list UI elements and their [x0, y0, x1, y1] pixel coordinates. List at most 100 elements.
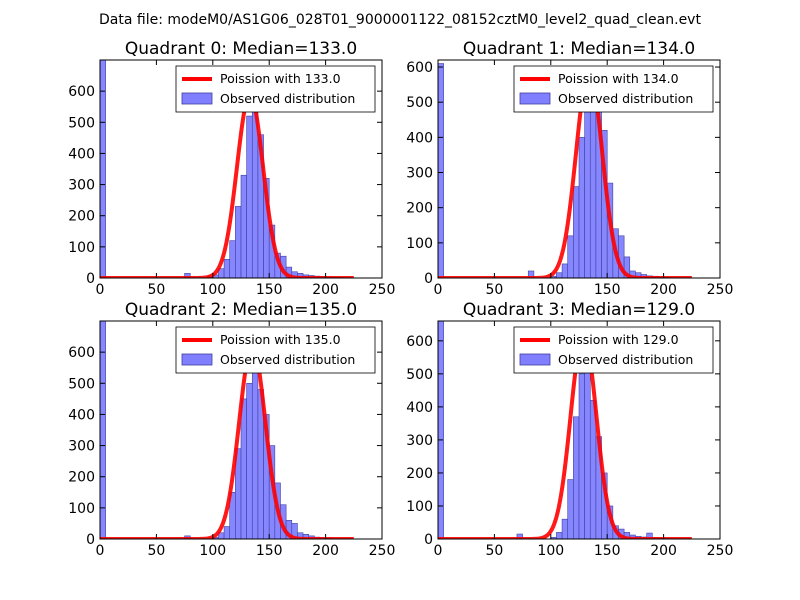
- y-tick-label: 200: [406, 466, 433, 482]
- quadrant-3-title: Quadrant 3: Median=129.0: [463, 300, 695, 320]
- y-tick-label: 500: [406, 367, 433, 383]
- histogram-bar: [100, 60, 106, 278]
- histogram-bar: [556, 532, 563, 539]
- legend-label-observed: Observed distribution: [558, 91, 693, 106]
- plot-area: [100, 60, 355, 278]
- histogram-bar: [646, 532, 653, 539]
- y-tick-label: 0: [86, 532, 95, 548]
- histogram-bar: [438, 321, 444, 539]
- x-tick-label: 150: [594, 282, 621, 298]
- x-tick-label: 200: [650, 282, 677, 298]
- y-tick-label: 200: [68, 470, 95, 486]
- histogram-bar: [527, 270, 535, 278]
- legend-label-poisson: Poission with 134.0: [558, 71, 679, 86]
- y-tick-label: 600: [406, 60, 433, 76]
- y-tick-label: 500: [68, 376, 95, 392]
- legend-label-poisson: Poission with 129.0: [558, 332, 679, 347]
- x-tick-label: 0: [434, 543, 443, 559]
- histogram-bar: [100, 321, 106, 539]
- y-tick-label: 0: [86, 271, 95, 287]
- histogram-bar: [556, 272, 563, 278]
- y-tick-label: 600: [68, 84, 95, 100]
- figure-suptitle: Data file: modeM0/AS1G06_028T01_90000011…: [99, 12, 701, 28]
- plot-frame: [437, 320, 721, 540]
- histogram-bar: [184, 273, 191, 278]
- y-tick-label: 300: [406, 166, 433, 182]
- legend-bar-swatch: [519, 92, 551, 105]
- y-tick-label: 400: [68, 407, 95, 423]
- x-tick-label: 150: [594, 543, 621, 559]
- x-tick-label: 50: [147, 543, 165, 559]
- x-tick-label: 150: [256, 282, 283, 298]
- legend-box: [513, 65, 714, 113]
- y-tick-label: 300: [68, 439, 95, 455]
- x-tick-label: 100: [537, 282, 564, 298]
- quadrant-0-plot: Quadrant 0: Median=133.0 0 50 100 150 200 250 0…: [68, 39, 395, 298]
- quadrant-2-title: Quadrant 2: Median=135.0: [125, 300, 357, 320]
- poisson-curve: [100, 343, 355, 539]
- quadrant-2-plot: Quadrant 2: Median=135.0 0 50 100 150 200 250 0…: [68, 300, 395, 559]
- x-tick-label: 50: [147, 282, 165, 298]
- legend-label-observed: Observed distribution: [558, 352, 693, 367]
- y-tick-label: 300: [68, 178, 95, 194]
- legend: Poission with 134.0 Observed distribution: [513, 65, 714, 113]
- histogram-bar: [235, 206, 242, 278]
- histogram-bar: [251, 109, 259, 278]
- y-tick-label: 100: [406, 499, 433, 515]
- x-tick-label: 250: [707, 543, 734, 559]
- poisson-curve: [438, 332, 693, 539]
- plot-area: [438, 321, 693, 539]
- y-tick-label: 100: [68, 501, 95, 517]
- legend-label-poisson: Poission with 135.0: [220, 332, 341, 347]
- legend: Poission with 133.0 Observed distribution: [175, 65, 376, 113]
- x-tick-label: 0: [96, 543, 105, 559]
- histogram-bar: [240, 174, 247, 278]
- histogram-bar: [623, 256, 631, 278]
- histogram-bar: [573, 186, 580, 278]
- y-tick-label: 0: [424, 532, 433, 548]
- x-tick-label: 250: [369, 282, 396, 298]
- x-tick-label: 100: [537, 543, 564, 559]
- x-tick-label: 0: [96, 282, 105, 298]
- x-tick-label: 250: [707, 282, 734, 298]
- y-tick-label: 0: [424, 271, 433, 287]
- y-tick-label: 200: [68, 209, 95, 225]
- y-tick-label: 100: [406, 236, 433, 252]
- plot-frame: [437, 59, 721, 279]
- y-tick-label: 600: [406, 334, 433, 350]
- histogram-bar: [567, 235, 574, 278]
- histogram-bar: [246, 382, 253, 539]
- histogram-bar: [438, 63, 444, 278]
- y-tick-label: 300: [406, 433, 433, 449]
- x-tick-label: 150: [256, 543, 283, 559]
- x-tick-label: 200: [312, 543, 339, 559]
- histogram-bar: [561, 518, 569, 539]
- y-tick-label: 100: [68, 240, 95, 256]
- y-tick-label: 500: [406, 95, 433, 111]
- y-tick-label: 200: [406, 201, 433, 217]
- histogram-bar: [240, 398, 247, 539]
- legend-label-poisson: Poission with 133.0: [220, 71, 341, 86]
- histogram-bar: [223, 526, 231, 539]
- y-tick-label: 400: [406, 130, 433, 146]
- legend: Poission with 135.0 Observed distribution: [175, 326, 376, 374]
- histogram-bar: [561, 263, 569, 278]
- plot-frame: [99, 320, 383, 540]
- x-tick-label: 250: [369, 543, 396, 559]
- x-tick-label: 200: [312, 282, 339, 298]
- quadrant-1-title: Quadrant 1: Median=134.0: [463, 39, 695, 59]
- y-tick-label: 400: [68, 146, 95, 162]
- plot-frame: [99, 59, 383, 279]
- x-tick-label: 200: [650, 543, 677, 559]
- y-tick-label: 600: [68, 345, 95, 361]
- histogram-bar: [229, 240, 236, 278]
- histogram-bar: [291, 523, 298, 539]
- histogram-bar: [223, 259, 231, 278]
- histogram-bar: [516, 533, 523, 539]
- x-tick-label: 50: [485, 543, 503, 559]
- poisson-curve: [100, 92, 355, 278]
- histogram-bar: [578, 137, 585, 278]
- legend-label-observed: Observed distribution: [220, 91, 355, 106]
- quadrant-0-title: Quadrant 0: Median=133.0: [125, 39, 357, 59]
